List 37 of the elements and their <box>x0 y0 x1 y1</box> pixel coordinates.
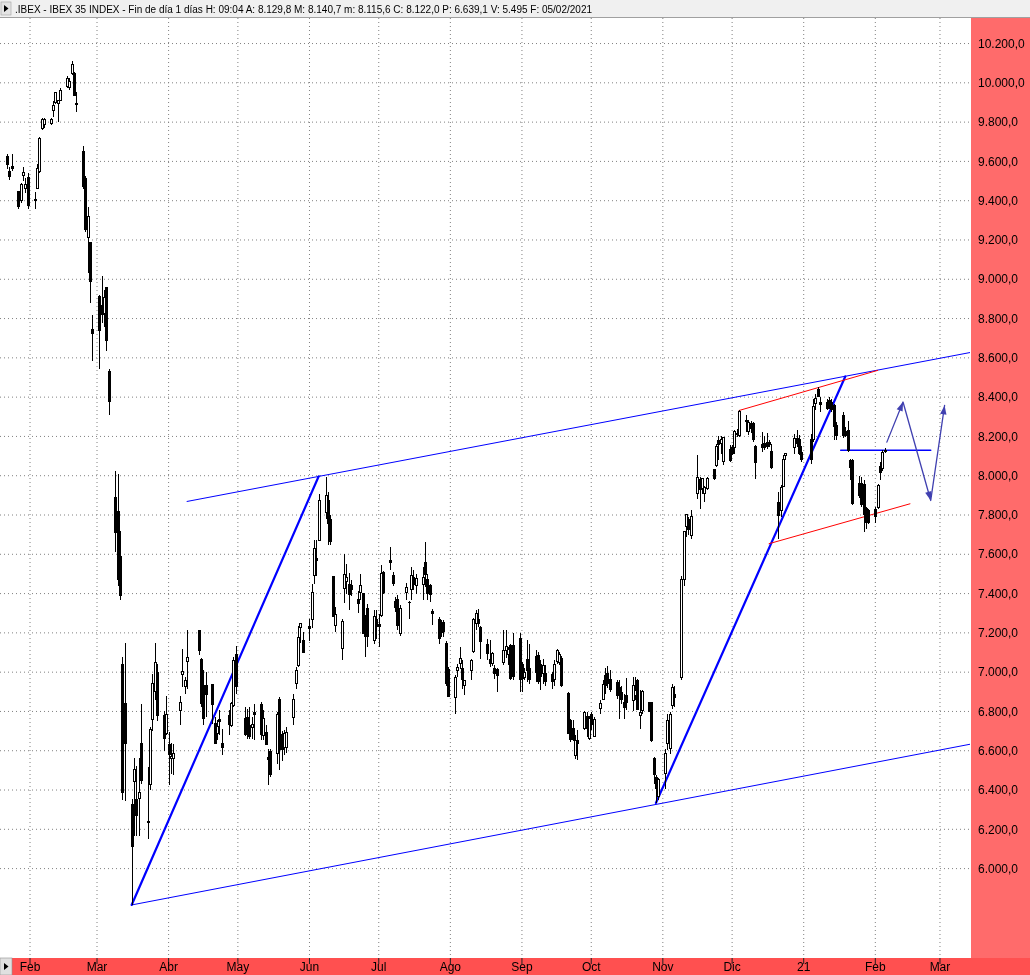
y-tick-label: 6.200,0 <box>978 822 1019 837</box>
x-tick-label: Ago <box>439 960 462 974</box>
y-tick-label: 9.600,0 <box>978 154 1019 169</box>
y-tick-label: 8.200,0 <box>978 429 1019 444</box>
y-tick-label: 9.200,0 <box>978 233 1019 248</box>
x-tick-label: Feb <box>864 960 886 974</box>
y-tick-label: 9.000,0 <box>978 272 1019 287</box>
x-tick-label: Mar <box>929 960 951 974</box>
y-tick-label: 6.400,0 <box>978 783 1019 798</box>
y-tick-label: 8.000,0 <box>978 468 1019 483</box>
x-tick-label: Dic <box>723 960 741 974</box>
x-tick-label: Abr <box>159 960 178 974</box>
y-tick-label: 7.400,0 <box>978 586 1019 601</box>
y-tick-label: 7.600,0 <box>978 547 1019 562</box>
x-tick-label: Sep <box>511 960 533 974</box>
y-tick-label: 8.800,0 <box>978 311 1019 326</box>
x-tick-label: Mar <box>86 960 108 974</box>
x-tick-label: 21 <box>797 960 811 974</box>
x-tick-label: May <box>226 960 250 974</box>
y-tick-label: 10.000,0 <box>978 76 1026 91</box>
chart-title: .IBEX - IBEX 35 INDEX - Fin de día 1 días H: 09:04 A: 8.129,8 M: 8.140,7 m: 8.115,6 C: 8.122,0 P: 6.639,1 V: 5.495 F: 05/02/2021 <box>15 3 593 15</box>
y-tick-label: 8.400,0 <box>978 390 1019 405</box>
x-tick-label: Nov <box>652 960 674 974</box>
x-tick-label: Oct <box>581 960 602 974</box>
y-tick-label: 6.600,0 <box>978 743 1019 758</box>
y-tick-label: 6.000,0 <box>978 861 1019 876</box>
y-tick-label: 10.200,0 <box>978 36 1026 51</box>
x-tick-label: Jun <box>299 960 320 974</box>
y-tick-label: 7.000,0 <box>978 665 1019 680</box>
x-tick-label: Feb <box>19 960 41 974</box>
y-tick-label: 7.200,0 <box>978 626 1019 641</box>
y-tick-label: 9.400,0 <box>978 193 1019 208</box>
y-tick-label: 9.800,0 <box>978 115 1019 130</box>
y-tick-label: 6.800,0 <box>978 704 1019 719</box>
x-tick-label: Jul <box>371 960 387 974</box>
y-tick-label: 8.600,0 <box>978 351 1019 366</box>
y-tick-label: 7.800,0 <box>978 508 1019 523</box>
